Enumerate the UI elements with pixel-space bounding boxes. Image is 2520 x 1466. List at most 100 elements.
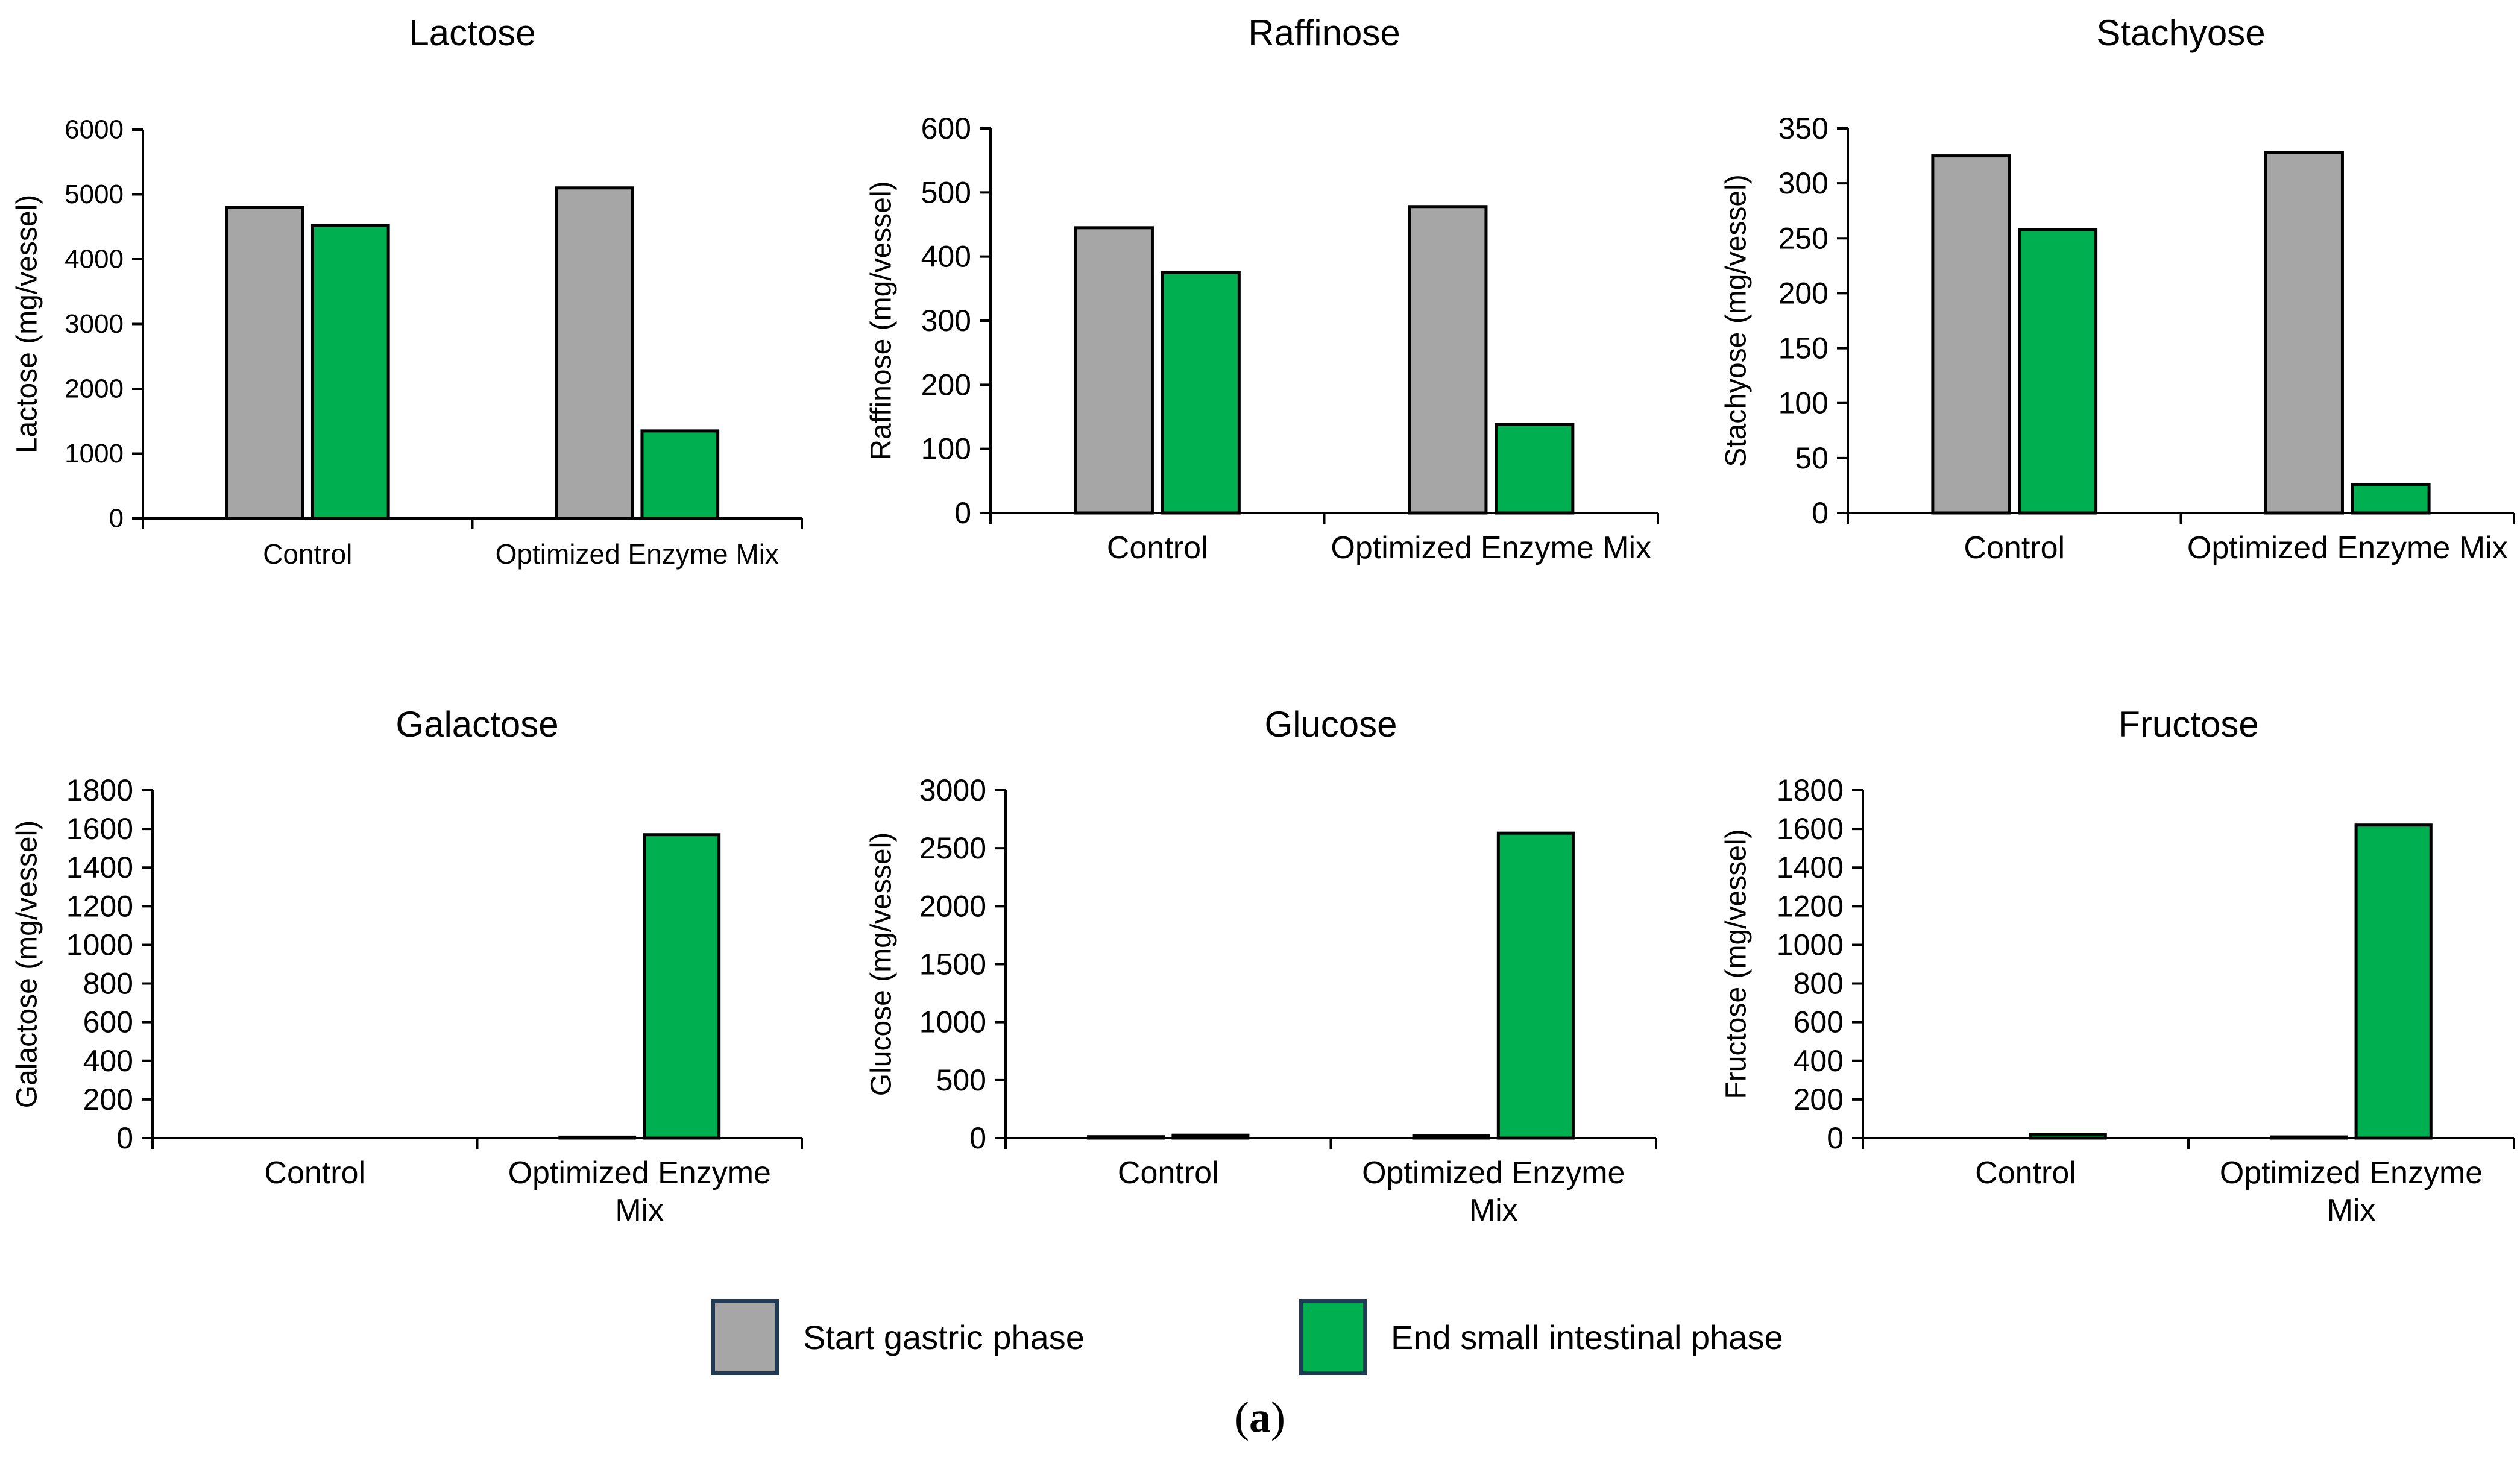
y-tick-label: 250 xyxy=(1778,221,1829,255)
x-category-label: Mix xyxy=(2327,1193,2376,1228)
legend-label-start: Start gastric phase xyxy=(803,1318,1085,1356)
y-tick-label: 0 xyxy=(109,504,124,533)
x-category-label: Control xyxy=(1975,1156,2076,1191)
legend-label-end: End small intestinal phase xyxy=(1391,1318,1783,1356)
y-axis-label: Glucose (mg/vessel) xyxy=(866,832,898,1096)
y-tick-label: 0 xyxy=(969,1121,986,1155)
bar-end-intestinal xyxy=(1161,271,1241,515)
x-category-label: Optimized Enzyme Mix xyxy=(496,538,779,570)
bar-end-intestinal xyxy=(1496,831,1575,1140)
bar-start-gastric xyxy=(2264,151,2344,515)
caption-letter: a xyxy=(1249,1393,1271,1441)
x-category-label: Optimized Enzyme xyxy=(1362,1156,1625,1191)
y-tick-label: 100 xyxy=(921,432,971,466)
chart-title: Glucose xyxy=(1264,704,1397,744)
y-tick-label: 0 xyxy=(1812,496,1829,530)
y-tick-label: 1000 xyxy=(65,439,124,468)
y-tick-label: 5000 xyxy=(65,180,124,209)
bar-end-intestinal xyxy=(2018,228,2098,515)
y-tick-label: 400 xyxy=(921,240,971,274)
chart-lactose: Lactose Lactose (mg/vessel) 0 1000 2000 3000 4… xyxy=(11,13,803,570)
y-tick-label: 500 xyxy=(921,175,971,209)
caption-close: ) xyxy=(1271,1393,1285,1441)
y-tick-label: 300 xyxy=(1778,166,1829,200)
y-tick-label: 200 xyxy=(1794,1083,1844,1116)
bar-start-gastric xyxy=(555,186,634,520)
legend-item-end: End small intestinal phase xyxy=(1299,1299,1783,1375)
bar-start-gastric xyxy=(225,206,304,520)
x-category-label: Optimized Enzyme Mix xyxy=(1331,530,1651,565)
y-tick-label: 350 xyxy=(1778,112,1829,145)
y-tick-label: 6000 xyxy=(65,115,124,145)
y-tick-label: 0 xyxy=(116,1121,133,1155)
bar-end-intestinal xyxy=(640,429,720,520)
bar-end-intestinal xyxy=(2351,483,2431,515)
legend-item-start: Start gastric phase xyxy=(711,1299,1085,1375)
y-tick-label: 1800 xyxy=(66,773,133,807)
y-axis-label: Stachyose (mg/vessel) xyxy=(1721,174,1753,467)
y-tick-label: 2000 xyxy=(65,374,124,404)
y-tick-label: 600 xyxy=(83,1005,133,1039)
y-tick-label: 1600 xyxy=(1777,812,1844,846)
y-tick-label: 1200 xyxy=(1777,889,1844,923)
x-category-label: Mix xyxy=(615,1193,664,1228)
y-tick-label: 0 xyxy=(1827,1121,1844,1155)
chart-galactose: Galactose Galactose (mg/vessel) 0 200 400 600… xyxy=(11,704,803,1228)
y-tick-label: 800 xyxy=(83,967,133,1001)
y-axis-label: Fructose (mg/vessel) xyxy=(1721,829,1753,1099)
bar-start-gastric xyxy=(1074,226,1154,515)
y-tick-label: 600 xyxy=(921,112,971,145)
y-tick-label: 1400 xyxy=(1777,851,1844,884)
x-category-label: Optimized Enzyme Mix xyxy=(2187,530,2508,565)
chart-title: Fructose xyxy=(2118,704,2258,744)
y-tick-label: 800 xyxy=(1794,967,1844,1001)
bar-end-intestinal xyxy=(310,224,390,520)
y-tick-label: 400 xyxy=(83,1044,133,1078)
y-tick-label: 4000 xyxy=(65,245,124,274)
y-tick-label: 2500 xyxy=(919,831,986,865)
x-category-label: Control xyxy=(264,1156,365,1191)
x-category-label: Control xyxy=(1107,530,1208,565)
caption-open: ( xyxy=(1235,1393,1249,1441)
x-category-label: Optimized Enzyme xyxy=(2220,1156,2483,1191)
x-category-label: Optimized Enzyme xyxy=(508,1156,771,1191)
y-tick-label: 300 xyxy=(921,304,971,338)
y-tick-label: 200 xyxy=(921,368,971,401)
y-tick-label: 1000 xyxy=(66,928,133,961)
figure-caption: (a) xyxy=(0,1392,2520,1442)
legend-swatch-end xyxy=(1299,1299,1367,1375)
chart-fructose: Fructose Fructose (mg/vessel) 0 200 400 600 80… xyxy=(1721,704,2515,1228)
chart-title: Lactose xyxy=(409,13,535,53)
bar-start-gastric xyxy=(1408,205,1488,515)
y-tick-label: 150 xyxy=(1778,332,1829,365)
y-tick-label: 1500 xyxy=(919,948,986,981)
y-tick-label: 1000 xyxy=(919,1005,986,1039)
y-axis-label: Galactose (mg/vessel) xyxy=(11,820,43,1109)
y-tick-label: 200 xyxy=(83,1083,133,1116)
y-tick-label: 1800 xyxy=(1777,773,1844,807)
y-tick-label: 0 xyxy=(954,496,971,530)
bar-start-gastric xyxy=(1931,154,2011,515)
chart-title: Galactose xyxy=(395,704,558,744)
bar-end-intestinal xyxy=(643,833,721,1140)
y-tick-label: 400 xyxy=(1794,1044,1844,1078)
y-tick-label: 500 xyxy=(936,1063,986,1097)
y-tick-label: 3000 xyxy=(65,309,124,339)
y-tick-label: 600 xyxy=(1794,1005,1844,1039)
chart-raffinose: Raffinose Raffinose (mg/vessel) 0 100 200 300… xyxy=(866,13,1659,565)
y-tick-label: 1000 xyxy=(1777,928,1844,961)
chart-glucose: Glucose Glucose (mg/vessel) 0 500 1000 1500 20… xyxy=(866,704,1657,1228)
y-tick-label: 3000 xyxy=(919,773,986,807)
y-tick-label: 2000 xyxy=(919,889,986,923)
y-tick-label: 200 xyxy=(1778,276,1829,310)
bar-end-intestinal xyxy=(1495,423,1575,515)
x-category-label: Control xyxy=(263,538,352,570)
x-category-label: Control xyxy=(1118,1156,1219,1191)
legend: Start gastric phase End small intestinal… xyxy=(0,1299,2520,1389)
y-tick-label: 1600 xyxy=(66,812,133,846)
legend-swatch-start xyxy=(711,1299,779,1375)
y-tick-label: 100 xyxy=(1778,386,1829,420)
bar-end-intestinal xyxy=(2354,823,2433,1140)
chart-stachyose: Stachyose Stachyose (mg/vessel) 0 50 100 150 2… xyxy=(1721,13,2515,565)
